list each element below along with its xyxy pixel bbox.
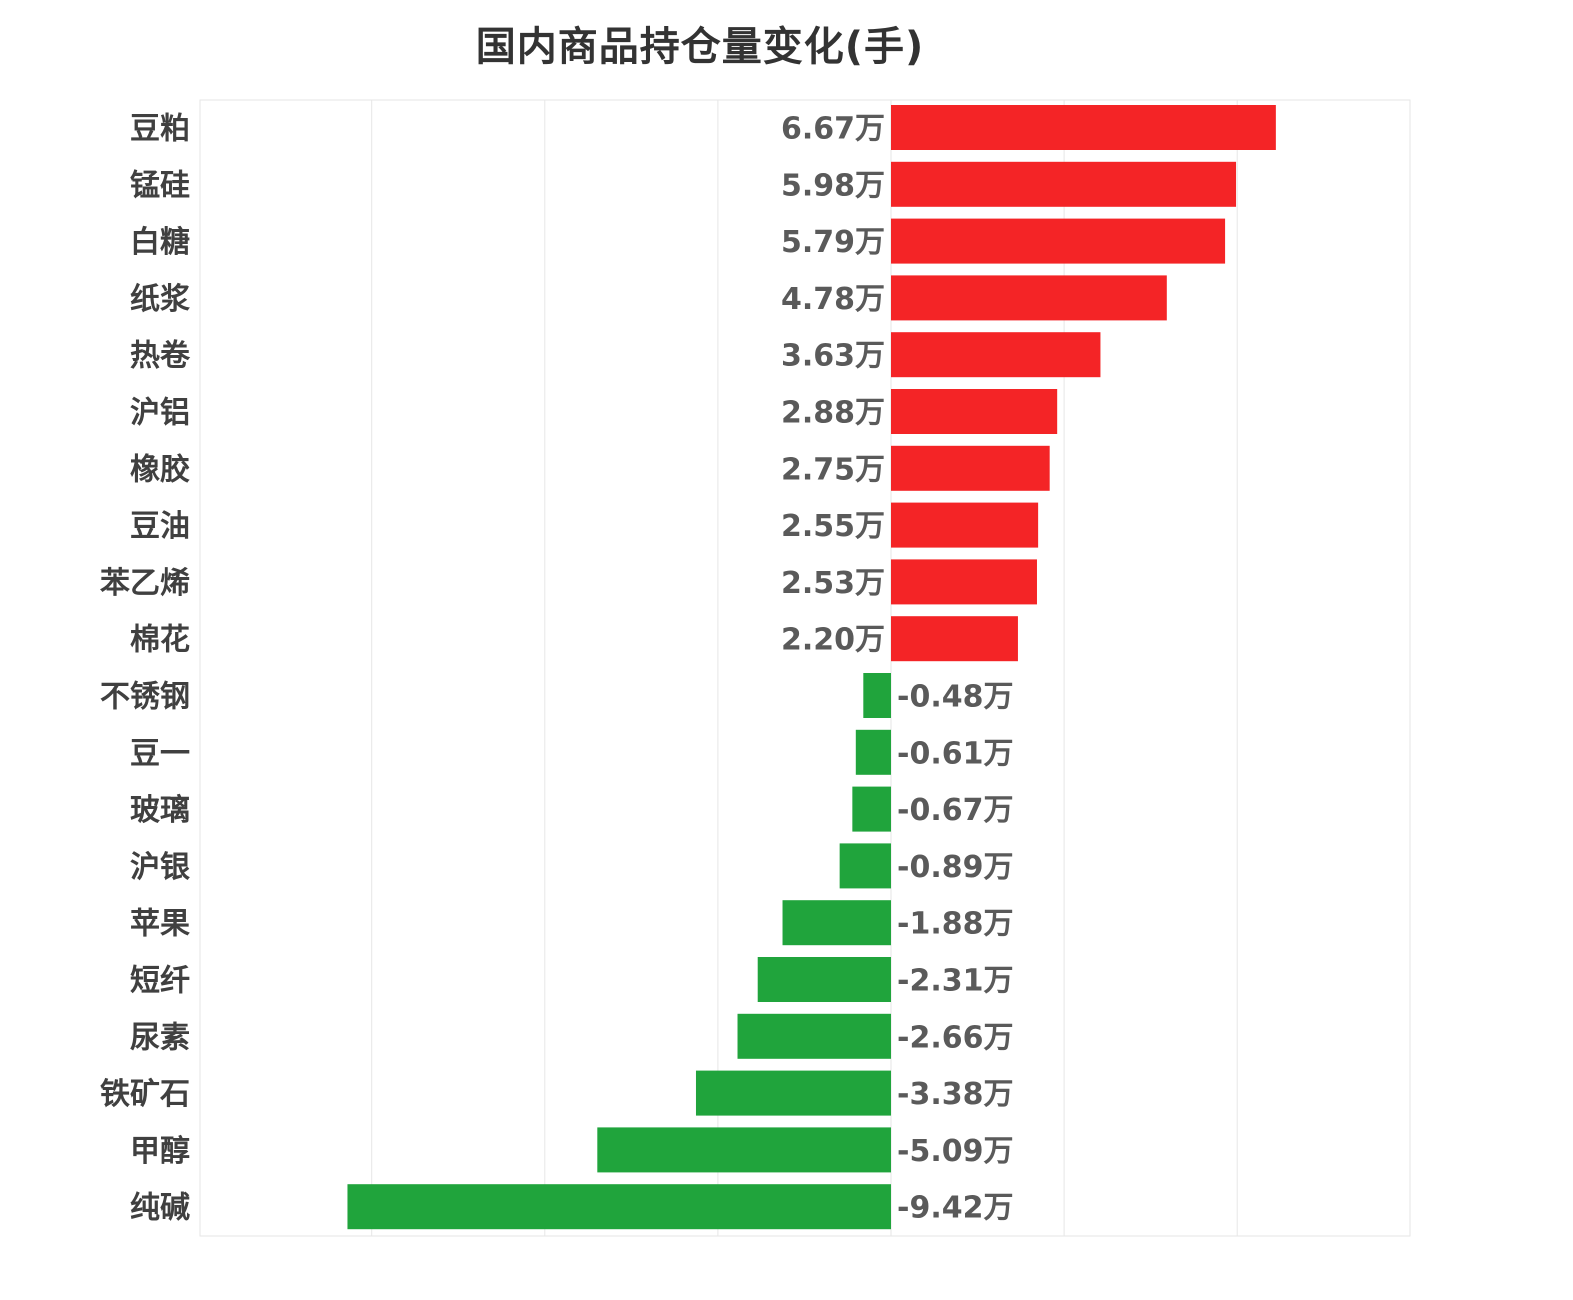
plot-frame <box>199 99 1411 1237</box>
value-label: 2.20万 <box>781 623 885 658</box>
bar-17 <box>695 1070 891 1116</box>
category-label: 短纤 <box>130 964 190 999</box>
category-label: 沪银 <box>130 850 190 885</box>
value-label: -2.31万 <box>897 964 1013 999</box>
value-label: -2.66万 <box>897 1020 1013 1055</box>
bar-7 <box>891 502 1039 548</box>
category-label: 不锈钢 <box>100 680 190 715</box>
value-label: -1.88万 <box>897 907 1013 942</box>
value-label: 3.63万 <box>781 339 885 374</box>
category-label: 甲醇 <box>130 1134 190 1169</box>
bar-15 <box>757 957 891 1002</box>
chart-title: 国内商品持仓量变化(手) <box>475 24 925 70</box>
bar-8 <box>891 559 1037 605</box>
category-label: 豆一 <box>130 736 190 771</box>
bar-19 <box>347 1184 891 1230</box>
value-label: 6.67万 <box>781 112 885 147</box>
category-label: 尿素 <box>130 1020 190 1055</box>
category-label: 豆油 <box>130 509 190 544</box>
category-label: 沪铝 <box>130 396 190 431</box>
category-label: 锰硅 <box>130 168 190 203</box>
category-label: 纯碱 <box>130 1191 190 1226</box>
category-labels: 豆粕锰硅白糖纸浆热卷沪铝橡胶豆油苯乙烯棉花不锈钢豆一玻璃沪银苹果短纤尿素铁矿石甲… <box>100 112 191 1226</box>
value-label: -0.89万 <box>897 850 1013 885</box>
value-label: 2.88万 <box>781 396 885 431</box>
bar-6 <box>891 445 1050 491</box>
bar-3 <box>891 275 1167 321</box>
bar-9 <box>891 616 1018 662</box>
value-label: 2.53万 <box>781 566 885 601</box>
value-label: -3.38万 <box>897 1077 1013 1112</box>
bar-5 <box>891 389 1058 434</box>
value-label: -5.09万 <box>897 1134 1013 1169</box>
category-label: 纸浆 <box>130 282 190 317</box>
value-label: -9.42万 <box>897 1191 1013 1226</box>
bar-4 <box>891 332 1101 378</box>
value-label: 5.98万 <box>781 168 885 203</box>
category-label: 玻璃 <box>130 793 190 828</box>
bar-10 <box>863 673 891 718</box>
category-label: 铁矿石 <box>100 1077 190 1112</box>
category-label: 苯乙烯 <box>100 566 190 601</box>
bar-13 <box>839 843 891 889</box>
value-label: 5.79万 <box>781 225 885 260</box>
bar-18 <box>597 1127 891 1173</box>
category-label: 棉花 <box>130 623 190 658</box>
value-label: -0.48万 <box>897 680 1013 715</box>
category-label: 橡胶 <box>130 452 190 487</box>
value-label: 4.78万 <box>781 282 885 317</box>
category-label: 豆粕 <box>130 112 190 147</box>
bar-16 <box>737 1013 891 1059</box>
value-label: -0.61万 <box>897 736 1013 771</box>
bar-11 <box>855 729 891 775</box>
category-label: 热卷 <box>130 339 191 374</box>
value-label: 2.75万 <box>781 452 885 487</box>
bar-0 <box>891 105 1276 150</box>
grid-lines <box>199 99 1411 1237</box>
bar-2 <box>891 218 1226 264</box>
category-label: 苹果 <box>130 907 190 942</box>
bar-1 <box>891 161 1237 207</box>
value-labels: 6.67万 5.98万 5.79万 4.78万 3.63万 2.88万 2.75万 2.55万… <box>781 112 1014 1226</box>
bar-12 <box>852 786 891 832</box>
bars <box>347 105 1276 1230</box>
value-label: 2.55万 <box>781 509 885 544</box>
bar-14 <box>782 900 891 946</box>
value-label: -0.67万 <box>897 793 1013 828</box>
category-label: 白糖 <box>130 225 190 260</box>
